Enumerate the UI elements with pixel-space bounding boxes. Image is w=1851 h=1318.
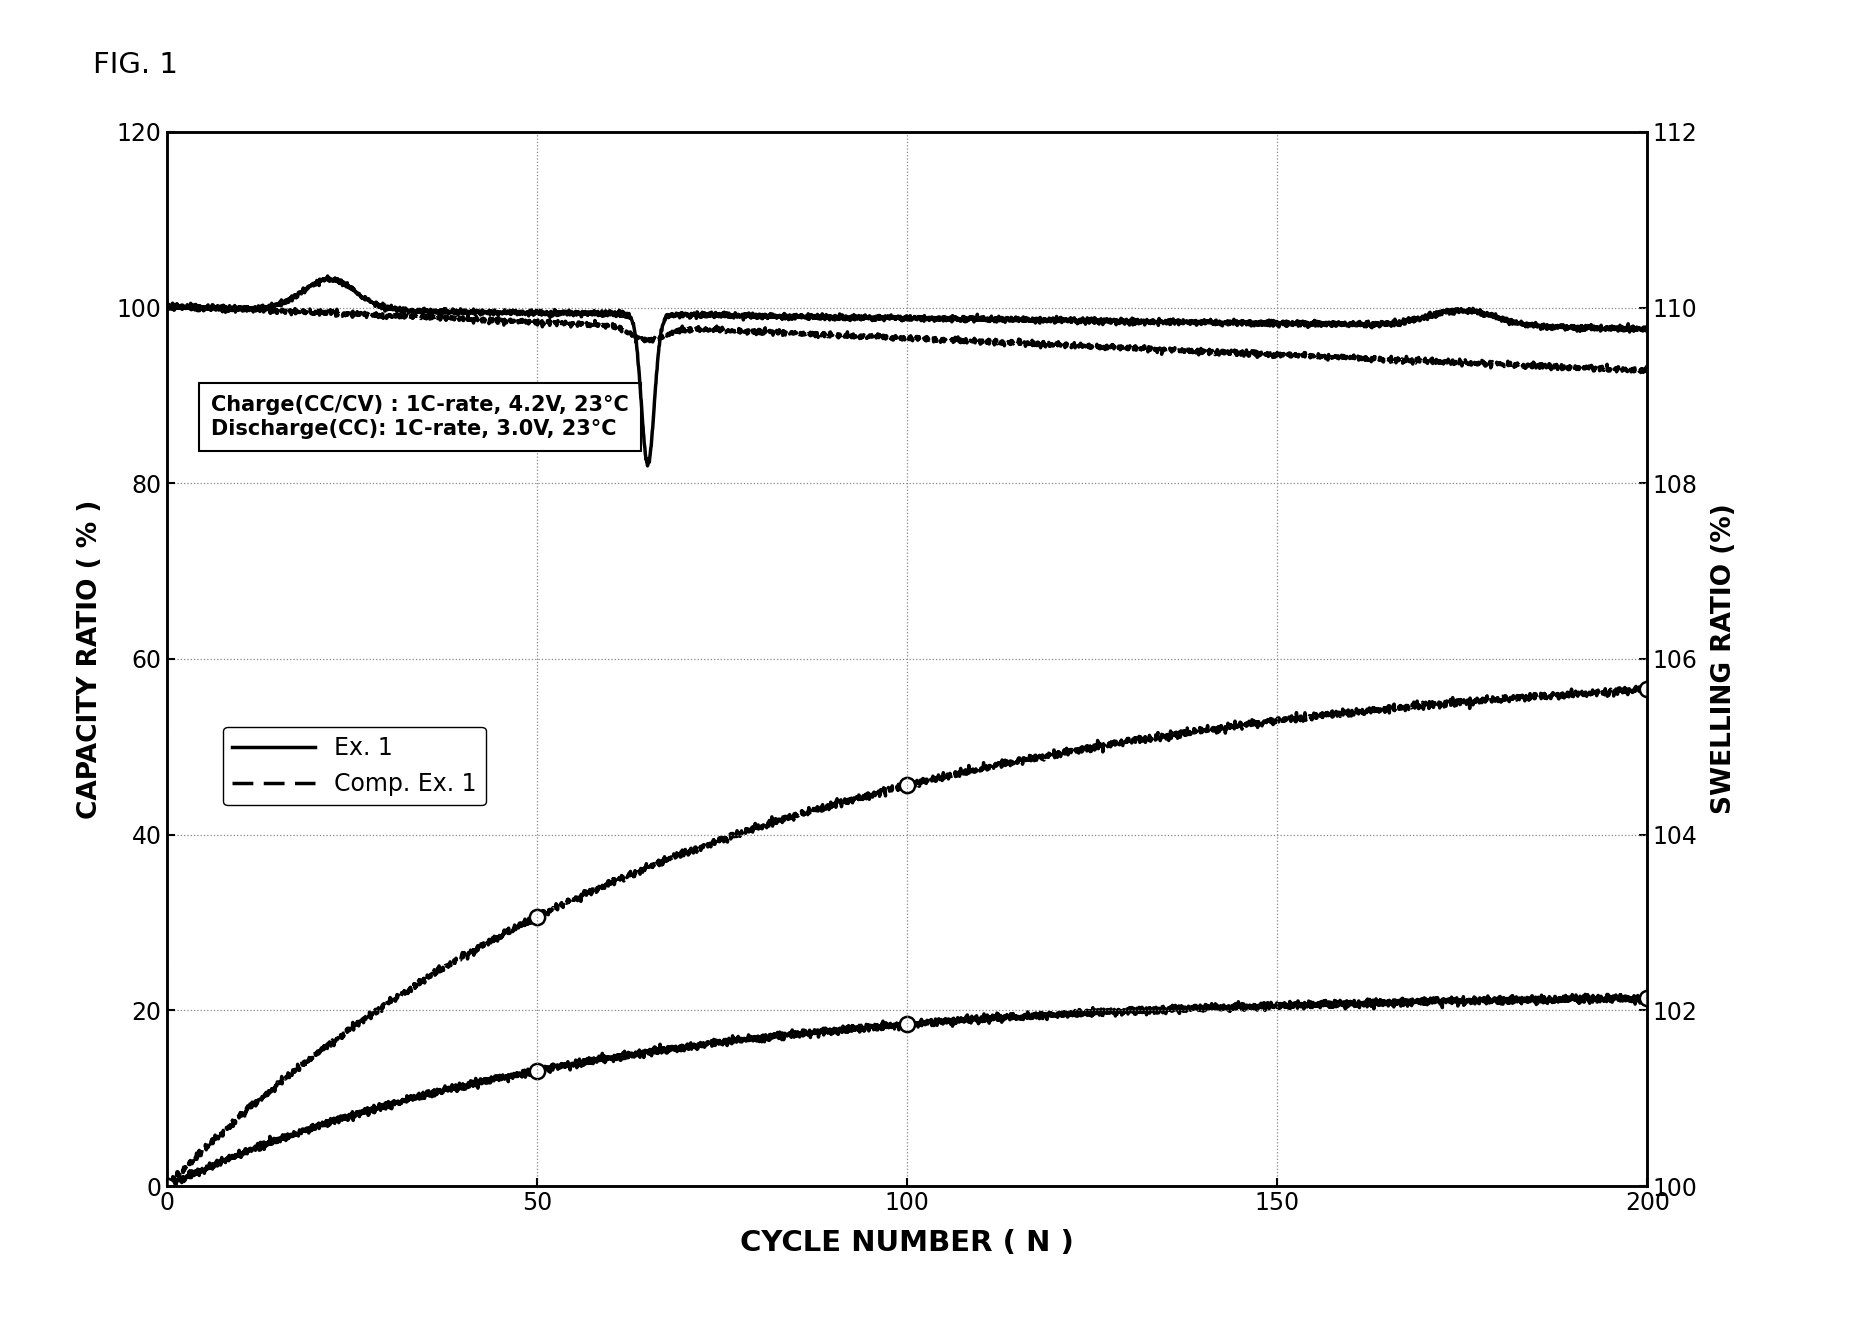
Legend: Ex. 1, Comp. Ex. 1: Ex. 1, Comp. Ex. 1 — [222, 726, 485, 805]
Text: Charge(CC/CV) : 1C-rate, 4.2V, 23°C
Discharge(CC): 1C-rate, 3.0V, 23°C: Charge(CC/CV) : 1C-rate, 4.2V, 23°C Disc… — [211, 395, 629, 439]
Y-axis label: CAPACITY RATIO ( % ): CAPACITY RATIO ( % ) — [78, 500, 104, 818]
X-axis label: CYCLE NUMBER ( N ): CYCLE NUMBER ( N ) — [740, 1228, 1074, 1257]
Text: FIG. 1: FIG. 1 — [93, 51, 178, 79]
Y-axis label: SWELLING RATIO (%): SWELLING RATIO (%) — [1710, 503, 1736, 815]
